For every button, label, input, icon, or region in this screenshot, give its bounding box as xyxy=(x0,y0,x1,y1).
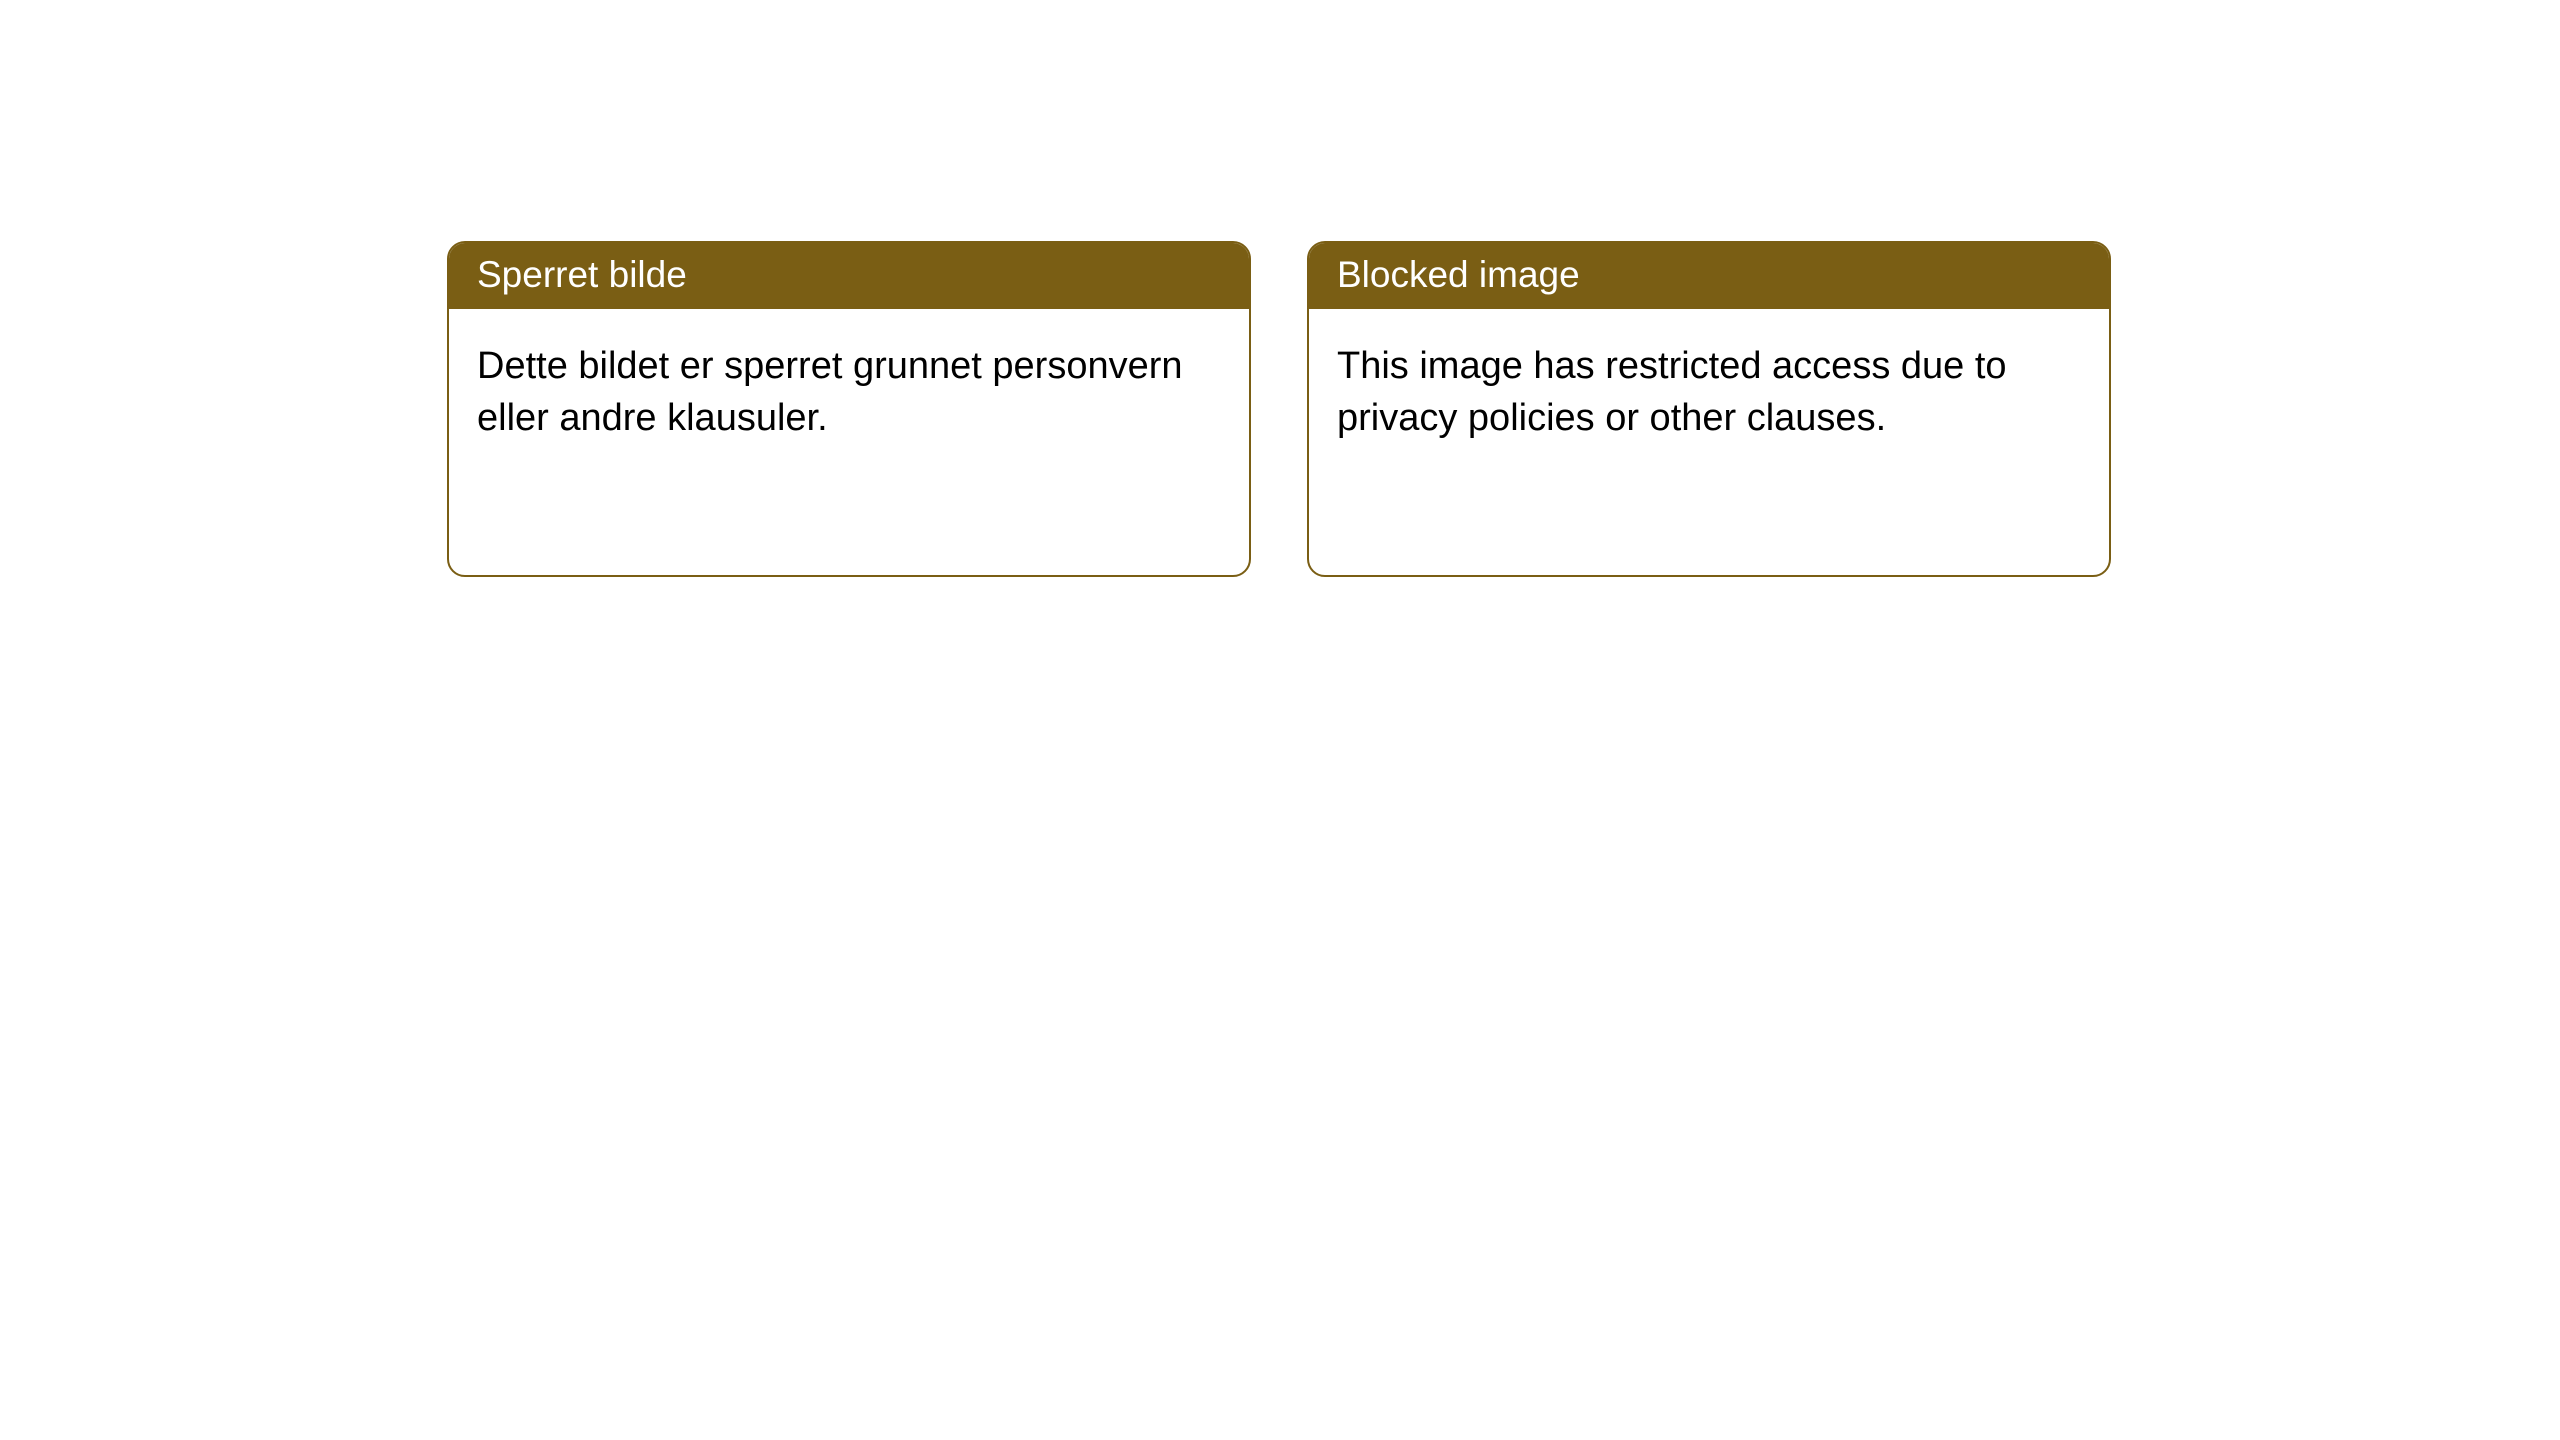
card-header-no: Sperret bilde xyxy=(449,243,1249,309)
blocked-image-card-en: Blocked image This image has restricted … xyxy=(1307,241,2111,577)
card-body-no: Dette bildet er sperret grunnet personve… xyxy=(449,309,1249,476)
card-body-en: This image has restricted access due to … xyxy=(1309,309,2109,476)
card-header-en: Blocked image xyxy=(1309,243,2109,309)
cards-row: Sperret bilde Dette bildet er sperret gr… xyxy=(0,0,2560,577)
blocked-image-card-no: Sperret bilde Dette bildet er sperret gr… xyxy=(447,241,1251,577)
